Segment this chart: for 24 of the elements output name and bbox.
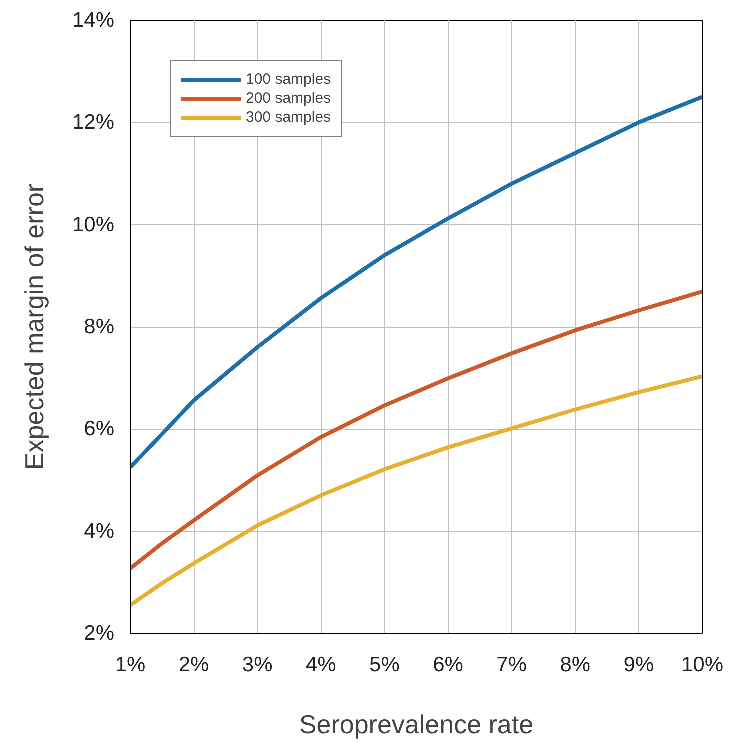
x-tick-label: 4% [306, 654, 336, 676]
legend-label: 200 samples [246, 90, 332, 107]
y-tick-label: 8% [84, 316, 115, 338]
line-series [130, 374, 702, 608]
x-tick-label: 8% [560, 654, 591, 676]
x-tick-label: 6% [433, 654, 464, 676]
x-tick-label: 9% [624, 654, 654, 676]
legend-label: 300 samples [246, 109, 332, 126]
legend-label: 100 samples [246, 71, 332, 88]
y-tick-label: 4% [84, 520, 115, 543]
line-series [130, 290, 702, 571]
x-tick-label: 1% [115, 654, 146, 676]
y-axis-title: Expected margin of error [19, 184, 50, 470]
x-tick-label: 3% [242, 654, 273, 676]
y-tick-label: 10% [72, 213, 114, 236]
x-tick-label: 10% [681, 654, 724, 676]
y-tick-label: 6% [84, 418, 115, 441]
y-tick-label: 14% [72, 9, 114, 32]
x-tick-label: 7% [496, 654, 528, 676]
x-axis-title: Seroprevalence rate [299, 710, 534, 740]
x-tick-label: 5% [370, 654, 400, 676]
x-tick-label: 2% [178, 654, 210, 676]
y-tick-label: 2% [84, 622, 115, 645]
y-tick-label: 12% [72, 111, 114, 134]
